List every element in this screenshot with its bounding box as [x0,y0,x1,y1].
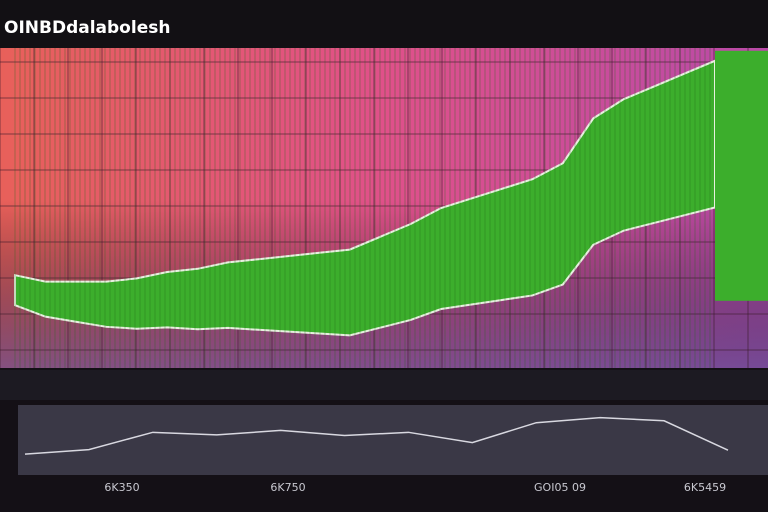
lower-chart [24,416,729,455]
axis-strip [0,370,768,400]
header-bar [0,0,768,48]
footer-label: 6K750 [270,481,305,494]
lower-panel [18,405,768,475]
app-title: OINBDdalabolesh [4,18,170,38]
footer-label: GOI05 09 [534,481,586,494]
side-bar [715,50,768,301]
footer-label: 6K350 [104,481,139,494]
footer-label: 6K5459 [684,481,726,494]
footer: 6K350 6K750 GOI05 09 6K5459 [104,481,726,494]
line [24,416,729,455]
main-chart [0,48,768,368]
